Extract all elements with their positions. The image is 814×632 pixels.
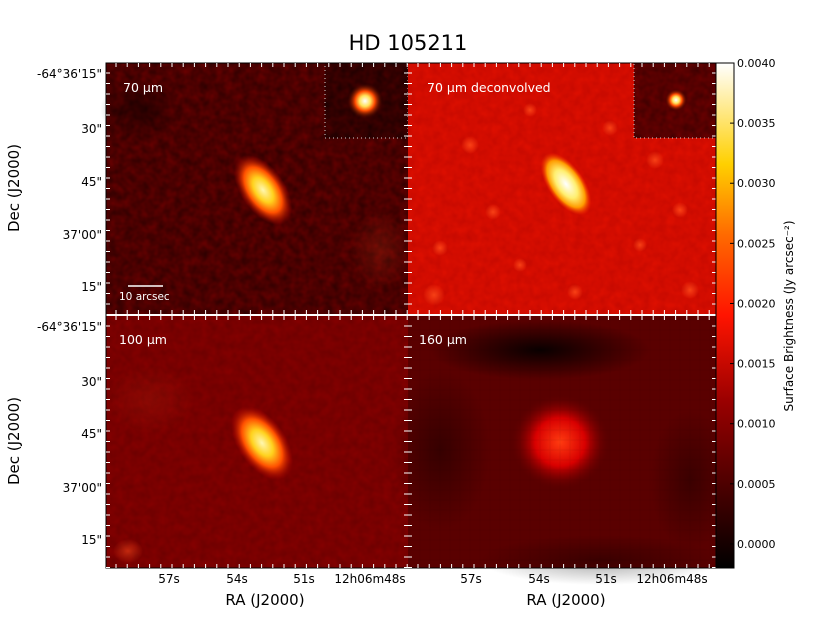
colorbar-ticks: 0.0040 0.0035 0.0030 0.0025 0.0020 0.0015 0.00… bbox=[730, 57, 776, 551]
psf-inset-70um bbox=[324, 62, 409, 139]
panel-label-160um: 160 μm bbox=[419, 332, 467, 347]
dec-axis-bottom: -64°36'15" 30" 45" 37'00" 15" Dec (J2000… bbox=[5, 320, 102, 547]
figure-title: HD 105211 bbox=[349, 31, 468, 55]
panel-70um: 70 μm 10 arcsec bbox=[100, 62, 410, 314]
dec-axis-top: -64°36'15" 30" 45" 37'00" 15" Dec (J2000… bbox=[5, 67, 102, 294]
dec-tick-label: -64°36'15" bbox=[37, 67, 102, 81]
colorbar-tick-label: 0.0020 bbox=[737, 297, 776, 310]
colorbar-scale bbox=[715, 62, 735, 569]
panel-70um-deconvolved: 70 μm deconvolved bbox=[408, 62, 717, 314]
dec-tick-label: 15" bbox=[81, 280, 102, 294]
colorbar-tick-label: 0.0015 bbox=[737, 358, 776, 371]
colorbar-tick-label: 0.0000 bbox=[737, 538, 776, 551]
dec-tick-label: -64°36'15" bbox=[37, 320, 102, 334]
colorbar-tick-label: 0.0030 bbox=[737, 177, 776, 190]
source-100um bbox=[230, 405, 294, 481]
colorbar-tick-label: 0.0010 bbox=[737, 418, 776, 431]
ra-tick-label: 51s bbox=[595, 572, 617, 586]
panel-label-70um: 70 μm bbox=[123, 80, 163, 95]
ra-tick-label: 54s bbox=[528, 572, 550, 586]
ra-tick-label: 12h06m48s bbox=[334, 572, 405, 586]
dec-axis-label: Dec (J2000) bbox=[5, 144, 23, 232]
dec-tick-label: 30" bbox=[81, 122, 102, 136]
ra-tick-label: 57s bbox=[158, 572, 180, 586]
scale-bar-label: 10 arcsec bbox=[119, 291, 170, 303]
dec-tick-label: 30" bbox=[81, 375, 102, 389]
dec-tick-label: 45" bbox=[81, 427, 102, 441]
panel-label-100um: 100 μm bbox=[119, 332, 167, 347]
psf-inset-deconvolved bbox=[633, 62, 717, 139]
ra-axis-right: 57s 54s 51s 12h06m48s RA (J2000) bbox=[460, 572, 707, 609]
source-deconvolved bbox=[540, 152, 592, 216]
tick-marks bbox=[106, 63, 716, 568]
colorbar-tick-label: 0.0025 bbox=[737, 237, 776, 250]
colorbar-tick-label: 0.0035 bbox=[737, 117, 776, 130]
deconvolved-speckles bbox=[423, 103, 699, 306]
dec-tick-label: 15" bbox=[81, 533, 102, 547]
dec-axis-label: Dec (J2000) bbox=[5, 397, 23, 485]
colorbar-tick-label: 0.0040 bbox=[737, 57, 776, 70]
panel-label-70um-deconvolved: 70 μm deconvolved bbox=[427, 80, 551, 95]
dec-tick-label: 37'00" bbox=[63, 228, 102, 242]
ra-tick-label: 54s bbox=[226, 572, 248, 586]
colorbar-tick-label: 0.0005 bbox=[737, 478, 776, 491]
panel-100um: 100 μm bbox=[105, 316, 408, 568]
dec-tick-label: 37'00" bbox=[63, 481, 102, 495]
colorbar: 0.0040 0.0035 0.0030 0.0025 0.0020 0.0015 0.00… bbox=[715, 57, 796, 569]
panel-160um: 160 μm bbox=[390, 316, 730, 585]
colorbar-label: Surface Brightness (Jy arcsec⁻²) bbox=[782, 220, 796, 411]
ra-tick-label: 12h06m48s bbox=[636, 572, 707, 586]
ra-axis-left: 57s 54s 51s 12h06m48s RA (J2000) bbox=[158, 572, 405, 609]
dec-tick-label: 45" bbox=[81, 175, 102, 189]
ra-tick-label: 51s bbox=[293, 572, 315, 586]
ra-tick-label: 57s bbox=[460, 572, 482, 586]
ra-axis-label: RA (J2000) bbox=[225, 591, 304, 609]
source-70um bbox=[233, 154, 293, 226]
ra-axis-label: RA (J2000) bbox=[526, 591, 605, 609]
